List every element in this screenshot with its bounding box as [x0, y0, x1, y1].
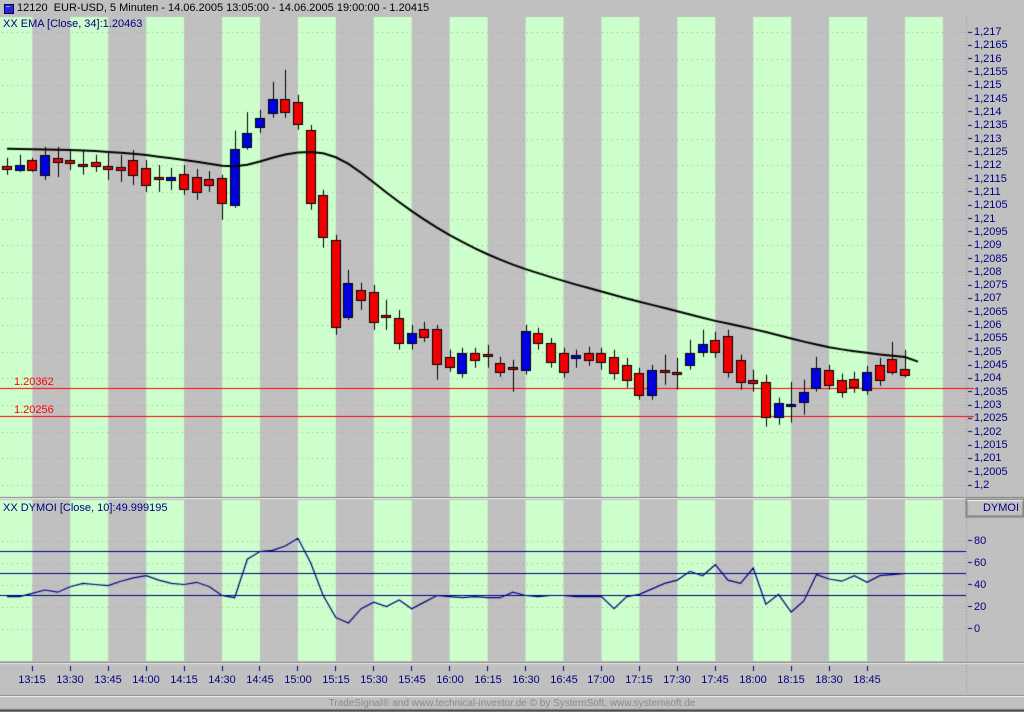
price-axis-label: 1,2015	[974, 439, 1008, 451]
price-axis-label: 1,215	[974, 79, 1002, 91]
time-axis-label: 17:30	[663, 674, 691, 686]
price-axis-label: 1,2035	[974, 386, 1008, 398]
price-axis-label: 1,205	[974, 346, 1002, 358]
price-axis-label: 1,217	[974, 26, 1002, 38]
price-axis-label: 1,216	[974, 53, 1002, 65]
time-axis-label: 18:00	[739, 674, 767, 686]
price-axis-label: 1,208	[974, 266, 1002, 278]
price-axis-label: 1,213	[974, 133, 1002, 145]
price-axis-label: 1,2025	[974, 412, 1008, 424]
time-axis-label: 14:45	[246, 674, 274, 686]
dymoi-axis-label: 80	[974, 535, 987, 547]
price-axis-label: 1,201	[974, 452, 1002, 464]
price-axis-label: 1,204	[974, 372, 1002, 384]
time-axis-label: 14:30	[208, 674, 236, 686]
price-axis-label: 1,2165	[974, 39, 1008, 51]
time-axis-label: 14:00	[132, 674, 160, 686]
price-axis-label: 1,2	[974, 479, 990, 491]
price-axis-label: 1,211	[974, 186, 1001, 198]
time-axis-label: 16:30	[512, 674, 540, 686]
price-axis-label: 1,206	[974, 319, 1002, 331]
dymoi-axis-title: DYMOI	[982, 502, 1019, 514]
dymoi-axis-label: 20	[974, 601, 987, 613]
time-axis-label: 17:00	[587, 674, 615, 686]
dymoi-axis-label: 60	[974, 557, 987, 569]
time-axis-label: 17:45	[701, 674, 729, 686]
time-axis-label: 16:45	[550, 674, 578, 686]
price-axis-label: 1,2075	[974, 279, 1008, 291]
time-axis-label: 13:15	[18, 674, 46, 686]
price-axis-label: 1,202	[974, 426, 1002, 438]
app-icon	[4, 4, 14, 14]
price-axis-label: 1,2045	[974, 359, 1008, 371]
price-axis-label: 1,2145	[974, 93, 1008, 105]
window-title: 12120 EUR-USD, 5 Minuten - 14.06.2005 13…	[17, 2, 430, 14]
time-axis-label: 16:00	[436, 674, 464, 686]
time-axis-label: 15:00	[284, 674, 312, 686]
time-axis-label: 18:30	[815, 674, 843, 686]
dymoi-indicator-label: XX DYMOI [Close, 10]:49.999195	[3, 502, 168, 514]
time-axis-label: 18:15	[777, 674, 805, 686]
price-axis-label: 1,2115	[974, 173, 1007, 185]
time-axis-label: 16:15	[474, 674, 502, 686]
price-axis-label: 1,209	[974, 239, 1002, 251]
footer-credits: TradeSignal® and www.technical-investor.…	[328, 698, 696, 709]
price-axis-label: 1,2085	[974, 253, 1008, 265]
time-axis-label: 15:45	[398, 674, 426, 686]
time-axis-label: 13:45	[94, 674, 122, 686]
price-axis-label: 1,2155	[974, 66, 1008, 78]
price-axis-label: 1,2065	[974, 306, 1008, 318]
price-axis-label: 1,2135	[974, 119, 1008, 131]
price-axis-label: 1,212	[974, 159, 1002, 171]
price-level-label: 1.20362	[14, 376, 54, 388]
price-axis-label: 1,21	[974, 213, 996, 225]
time-axis-label: 13:30	[56, 674, 84, 686]
dymoi-axis-label: 0	[974, 623, 981, 635]
time-axis-label: 15:15	[322, 674, 350, 686]
price-axis-label: 1,2005	[974, 466, 1008, 478]
time-axis-label: 15:30	[360, 674, 388, 686]
price-axis-label: 1,2125	[974, 146, 1008, 158]
time-axis-label: 18:45	[853, 674, 881, 686]
price-axis-label: 1,203	[974, 399, 1002, 411]
price-axis-label: 1,2055	[974, 332, 1008, 344]
time-axis-label: 14:15	[170, 674, 198, 686]
price-axis-label: 1,214	[974, 106, 1002, 118]
price-level-label: 1.20256	[14, 404, 54, 416]
price-axis-label: 1,207	[974, 292, 1002, 304]
price-axis-label: 1,2095	[974, 226, 1008, 238]
price-axis-label: 1,2105	[974, 199, 1008, 211]
ema-indicator-label: XX EMA [Close, 34]:1.20463	[3, 18, 143, 30]
time-axis-label: 17:15	[625, 674, 653, 686]
dymoi-axis-label: 40	[974, 579, 987, 591]
